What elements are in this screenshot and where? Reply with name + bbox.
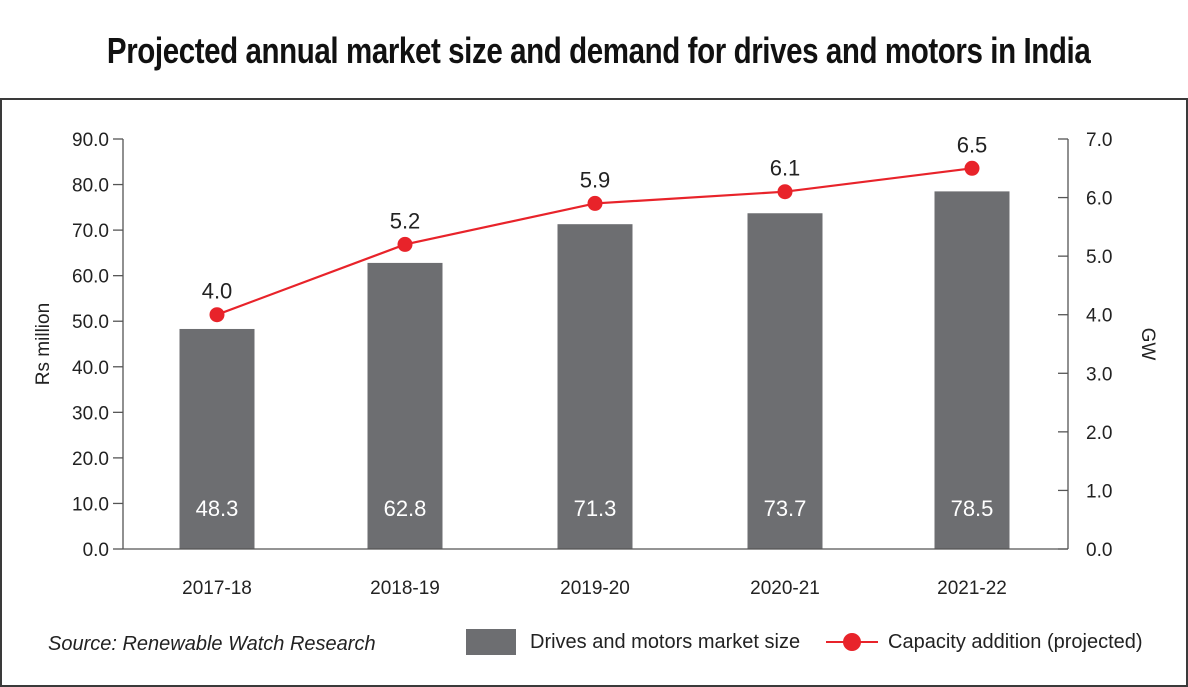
left-tick-label: 90.0 xyxy=(72,130,109,151)
x-tick-label: 2017-18 xyxy=(182,578,252,599)
left-tick-label: 0.0 xyxy=(83,540,109,561)
capacity-value-label: 4.0 xyxy=(202,279,233,304)
capacity-point-2018-19 xyxy=(397,236,413,252)
line-layer xyxy=(209,160,980,323)
x-tick-label: 2020-21 xyxy=(750,578,820,599)
capacity-point-2017-18 xyxy=(209,307,225,323)
source-note: Source: Renewable Watch Research xyxy=(48,633,376,655)
left-tick-label: 40.0 xyxy=(72,358,109,379)
bar-value-label: 62.8 xyxy=(384,496,427,521)
bar-value-label: 71.3 xyxy=(574,496,617,521)
legend-bar-swatch xyxy=(466,629,516,655)
axes-layer: 0.0 10.0 20.0 30.0 40.0 50.0 60.0 70.0 80.0 90.0 0… xyxy=(33,130,1158,599)
capacity-value-label: 5.9 xyxy=(580,167,611,192)
legend-bar-label: Drives and motors market size xyxy=(530,630,801,653)
right-tick-label: 5.0 xyxy=(1086,247,1112,268)
capacity-value-label: 6.1 xyxy=(770,156,801,181)
chart-title: Projected annual market size and demand … xyxy=(106,30,1091,71)
x-tick-label: 2018-19 xyxy=(370,578,440,599)
legend-line-swatch xyxy=(826,632,878,652)
legend-item-bar: Drives and motors market size xyxy=(466,626,800,658)
x-tick-label: 2019-20 xyxy=(560,578,630,599)
bar-2018-19 xyxy=(367,262,443,549)
right-tick-label: 4.0 xyxy=(1086,306,1112,327)
left-tick-label: 80.0 xyxy=(72,176,109,197)
capacity-value-label: 6.5 xyxy=(957,132,988,157)
right-tick-label: 6.0 xyxy=(1086,189,1112,210)
title-area: Projected annual market size and demand … xyxy=(0,0,1188,100)
left-tick-label: 30.0 xyxy=(72,403,109,424)
left-tick-label: 10.0 xyxy=(72,494,109,515)
capacity-point-2020-21 xyxy=(777,184,793,200)
bar-2017-18 xyxy=(179,328,255,549)
y2-axis-title: GW xyxy=(1137,328,1158,361)
right-tick-label: 3.0 xyxy=(1086,364,1112,385)
bar-2019-20 xyxy=(557,224,633,549)
bar-value-label: 48.3 xyxy=(196,496,239,521)
right-tick-label: 2.0 xyxy=(1086,423,1112,444)
capacity-value-label: 5.2 xyxy=(390,208,421,233)
left-tick-label: 50.0 xyxy=(72,312,109,333)
legend-line-label: Capacity addition (projected) xyxy=(888,630,1143,653)
labels-layer: 48.3 62.8 71.3 73.7 78.5 4.0 5.2 5.9 6.1 6.5 xyxy=(196,132,994,521)
right-tick-label: 7.0 xyxy=(1086,130,1112,151)
x-tick-label: 2021-22 xyxy=(937,578,1007,599)
left-tick-label: 70.0 xyxy=(72,221,109,242)
left-tick-label: 20.0 xyxy=(72,449,109,470)
bar-value-label: 78.5 xyxy=(951,496,994,521)
bars-layer xyxy=(179,191,1010,549)
right-tick-label: 0.0 xyxy=(1086,540,1112,561)
capacity-point-2021-22 xyxy=(964,160,980,176)
y-axis-title: Rs million xyxy=(33,303,54,385)
right-tick-label: 1.0 xyxy=(1086,481,1112,502)
chart-box xyxy=(0,99,1188,687)
legend-item-line: Capacity addition (projected) xyxy=(826,626,1143,658)
bar-2021-22 xyxy=(934,191,1010,549)
bar-2020-21 xyxy=(747,213,823,549)
capacity-point-2019-20 xyxy=(587,195,603,211)
left-tick-label: 60.0 xyxy=(72,267,109,288)
bar-value-label: 73.7 xyxy=(764,496,807,521)
